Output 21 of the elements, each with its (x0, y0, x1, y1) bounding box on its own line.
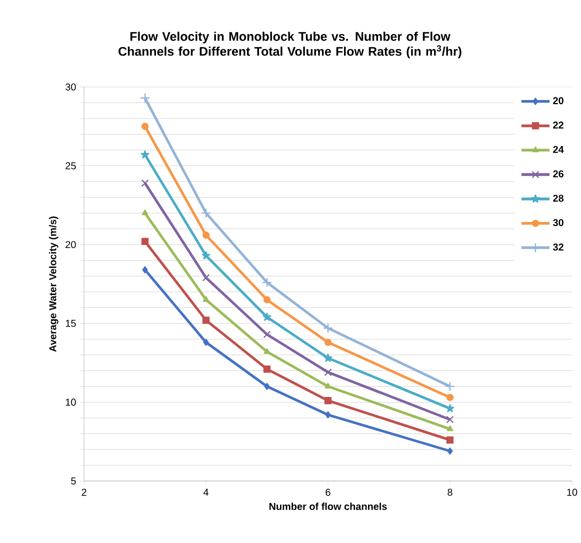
legend-label: 24 (553, 146, 564, 153)
y-tick-label: 20 (66, 241, 76, 248)
chart-title: Flow Velocity in Monoblock Tube vs. Number of Flow Channels for Different Total Volume Flow Rates (in m$^{3}$/hr) (118, 32, 462, 58)
x-tick-label: 4 (203, 488, 208, 496)
x-tick-label: 8 (448, 488, 452, 496)
legend-label: 22 (553, 122, 564, 129)
legend-label: 28 (553, 194, 564, 202)
legend-label: 26 (553, 170, 564, 178)
y-tick-label: 15 (66, 320, 76, 327)
y-tick-label: 5 (71, 478, 76, 484)
x-tick-label: 2 (82, 488, 86, 496)
legend-label: 30 (552, 219, 564, 226)
y-tick-label: 10 (66, 398, 76, 406)
x-axis-title: Number of flow channels (269, 502, 387, 510)
y-tick-label: 25 (66, 162, 76, 170)
legend-label: 32 (552, 244, 564, 251)
y-axis-title: Average Water Velocity (m/s) (48, 216, 58, 352)
x-tick-label: 10 (567, 488, 578, 496)
x-tick-label: 6 (326, 488, 330, 496)
legend-label: 20 (553, 97, 564, 104)
y-tick-label: 30 (66, 83, 76, 91)
